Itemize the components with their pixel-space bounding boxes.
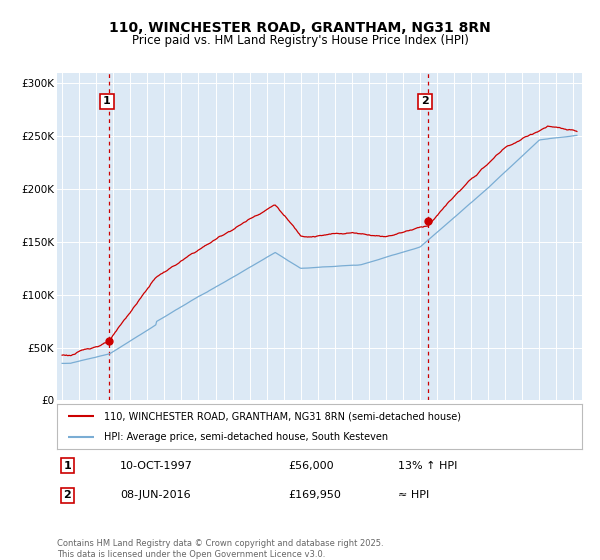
- Text: Contains HM Land Registry data © Crown copyright and database right 2025.
This d: Contains HM Land Registry data © Crown c…: [57, 539, 383, 559]
- Text: 110, WINCHESTER ROAD, GRANTHAM, NG31 8RN (semi-detached house): 110, WINCHESTER ROAD, GRANTHAM, NG31 8RN…: [104, 412, 461, 422]
- Text: ≈ HPI: ≈ HPI: [398, 491, 430, 501]
- Text: Price paid vs. HM Land Registry's House Price Index (HPI): Price paid vs. HM Land Registry's House …: [131, 34, 469, 46]
- Text: 13% ↑ HPI: 13% ↑ HPI: [398, 461, 458, 471]
- Text: 08-JUN-2016: 08-JUN-2016: [120, 491, 191, 501]
- Text: 1: 1: [64, 461, 71, 471]
- Text: 110, WINCHESTER ROAD, GRANTHAM, NG31 8RN: 110, WINCHESTER ROAD, GRANTHAM, NG31 8RN: [109, 21, 491, 35]
- Text: 2: 2: [421, 96, 429, 106]
- Text: 2: 2: [64, 491, 71, 501]
- Text: £169,950: £169,950: [288, 491, 341, 501]
- Text: £56,000: £56,000: [288, 461, 334, 471]
- Text: 1: 1: [103, 96, 111, 106]
- Text: 10-OCT-1997: 10-OCT-1997: [120, 461, 193, 471]
- Text: HPI: Average price, semi-detached house, South Kesteven: HPI: Average price, semi-detached house,…: [104, 432, 388, 442]
